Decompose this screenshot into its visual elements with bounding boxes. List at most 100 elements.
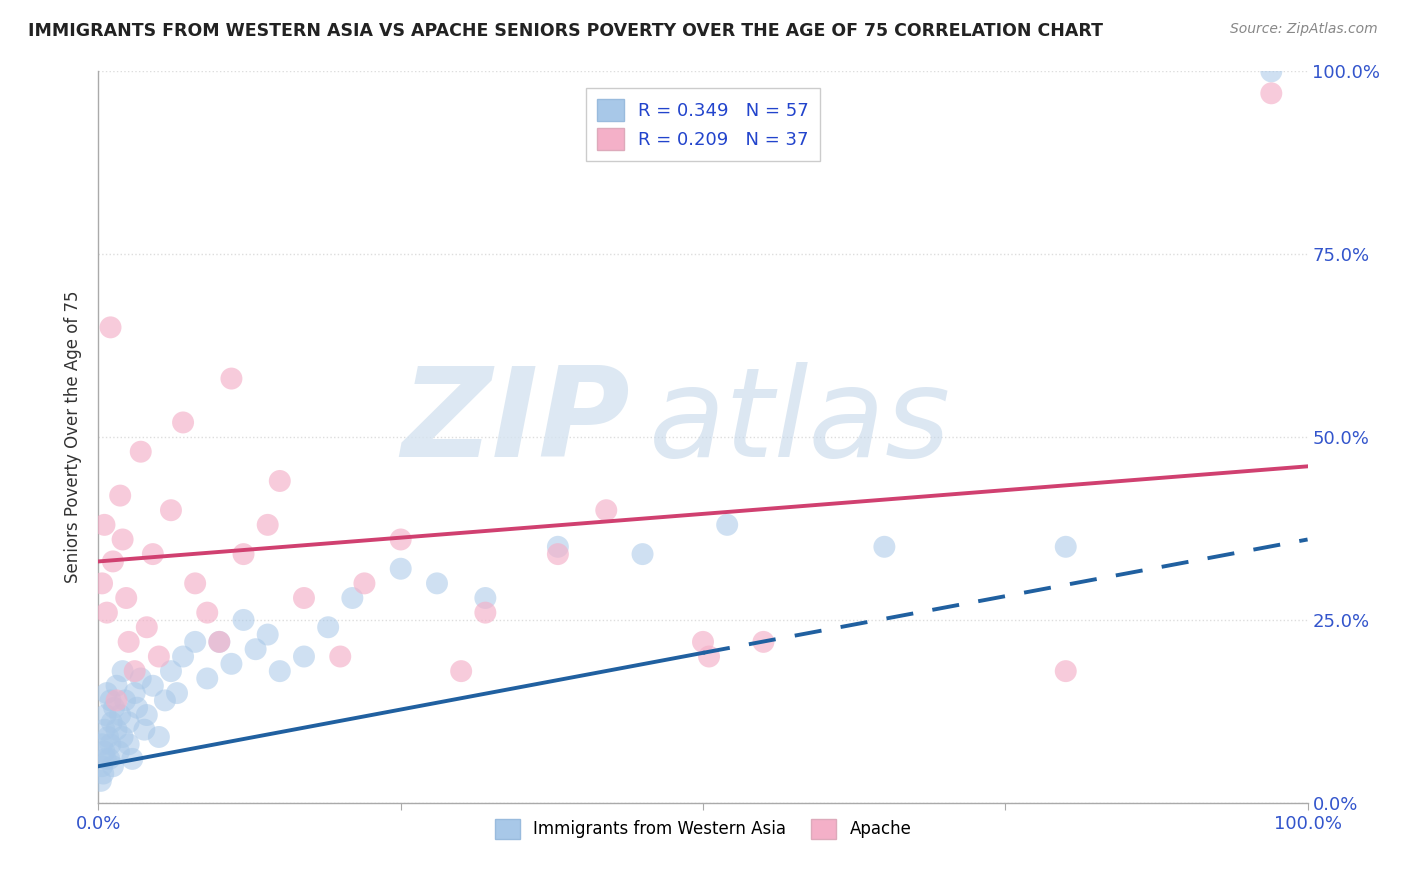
Point xyxy=(547,540,569,554)
Point xyxy=(269,474,291,488)
Point xyxy=(100,320,122,334)
Point xyxy=(329,649,352,664)
Point xyxy=(474,591,496,605)
Point xyxy=(389,533,412,547)
Point xyxy=(129,444,152,458)
Text: IMMIGRANTS FROM WESTERN ASIA VS APACHE SENIORS POVERTY OVER THE AGE OF 75 CORREL: IMMIGRANTS FROM WESTERN ASIA VS APACHE S… xyxy=(28,22,1104,40)
Point xyxy=(103,700,125,714)
Point xyxy=(100,715,122,730)
Point xyxy=(547,547,569,561)
Point xyxy=(124,664,146,678)
Point xyxy=(96,686,118,700)
Point xyxy=(93,745,115,759)
Point xyxy=(142,547,165,561)
Point xyxy=(474,606,496,620)
Point xyxy=(166,686,188,700)
Point xyxy=(160,503,183,517)
Point xyxy=(269,664,291,678)
Point xyxy=(148,730,170,744)
Point xyxy=(111,664,134,678)
Point xyxy=(124,686,146,700)
Text: ZIP: ZIP xyxy=(402,362,630,483)
Point xyxy=(93,517,115,532)
Point xyxy=(342,591,364,605)
Point xyxy=(256,627,278,641)
Point xyxy=(108,708,131,723)
Point xyxy=(1054,664,1077,678)
Y-axis label: Seniors Poverty Over the Age of 75: Seniors Poverty Over the Age of 75 xyxy=(65,291,83,583)
Point xyxy=(208,635,231,649)
Point xyxy=(108,489,131,503)
Point xyxy=(245,642,267,657)
Point xyxy=(292,591,315,605)
Point xyxy=(90,773,112,788)
Point xyxy=(118,715,141,730)
Point xyxy=(316,620,339,634)
Point xyxy=(105,679,128,693)
Legend: Immigrants from Western Asia, Apache: Immigrants from Western Asia, Apache xyxy=(488,812,918,846)
Point xyxy=(1260,64,1282,78)
Point xyxy=(353,576,375,591)
Point xyxy=(256,517,278,532)
Point xyxy=(232,547,254,561)
Point xyxy=(172,416,194,430)
Point xyxy=(94,752,117,766)
Point xyxy=(100,693,122,707)
Point xyxy=(1260,87,1282,101)
Point xyxy=(232,613,254,627)
Point xyxy=(153,693,176,707)
Point xyxy=(172,649,194,664)
Point xyxy=(160,664,183,678)
Point xyxy=(426,576,449,591)
Point xyxy=(1054,540,1077,554)
Point xyxy=(115,591,138,605)
Point xyxy=(631,547,654,561)
Point xyxy=(97,730,120,744)
Point xyxy=(292,649,315,664)
Point xyxy=(595,503,617,517)
Point xyxy=(697,649,720,664)
Point xyxy=(716,517,738,532)
Point xyxy=(91,737,114,751)
Point xyxy=(184,576,207,591)
Point xyxy=(135,620,157,634)
Point xyxy=(101,554,124,568)
Point xyxy=(105,693,128,707)
Point xyxy=(142,679,165,693)
Point xyxy=(148,649,170,664)
Point xyxy=(873,540,896,554)
Text: atlas: atlas xyxy=(648,362,950,483)
Point xyxy=(94,708,117,723)
Point xyxy=(195,606,218,620)
Point xyxy=(195,672,218,686)
Point xyxy=(129,672,152,686)
Point xyxy=(111,730,134,744)
Point xyxy=(118,737,141,751)
Point xyxy=(134,723,156,737)
Point xyxy=(208,635,231,649)
Point xyxy=(91,576,114,591)
Text: Source: ZipAtlas.com: Source: ZipAtlas.com xyxy=(1230,22,1378,37)
Point xyxy=(135,708,157,723)
Point xyxy=(221,371,243,385)
Point xyxy=(101,759,124,773)
Point xyxy=(100,737,122,751)
Point xyxy=(105,723,128,737)
Point xyxy=(121,752,143,766)
Point xyxy=(221,657,243,671)
Point xyxy=(692,635,714,649)
Point xyxy=(118,635,141,649)
Point xyxy=(98,752,121,766)
Point xyxy=(389,562,412,576)
Point xyxy=(127,700,149,714)
Point xyxy=(114,693,136,707)
Point xyxy=(184,635,207,649)
Point xyxy=(96,606,118,620)
Point xyxy=(752,635,775,649)
Point xyxy=(111,533,134,547)
Point xyxy=(108,745,131,759)
Point xyxy=(91,766,114,780)
Point xyxy=(91,759,114,773)
Point xyxy=(450,664,472,678)
Point xyxy=(93,723,115,737)
